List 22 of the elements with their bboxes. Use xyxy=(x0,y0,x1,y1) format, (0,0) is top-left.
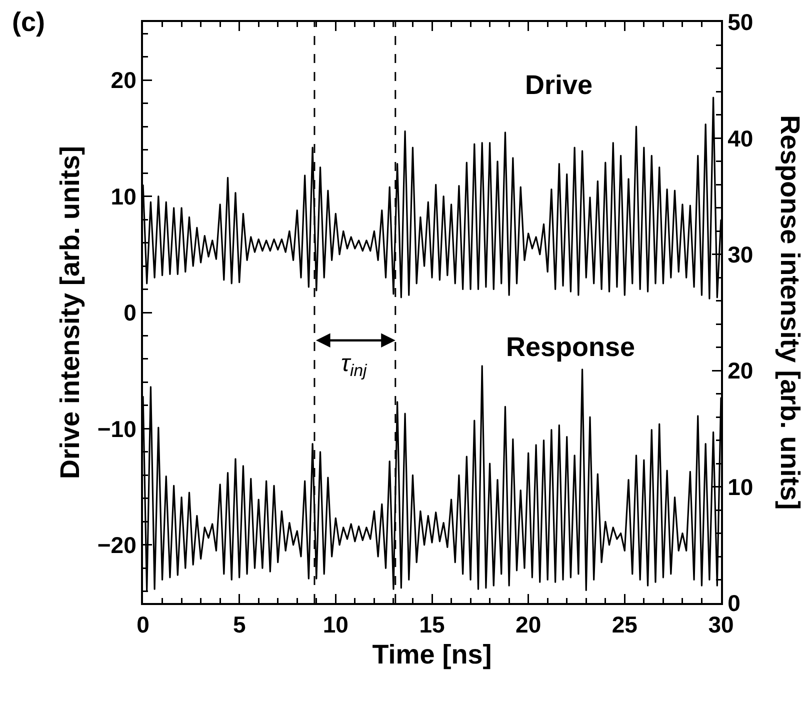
y2-tick-label: 40 xyxy=(728,125,754,152)
y2-tick-label: 10 xyxy=(728,474,754,500)
x-tick-label: 15 xyxy=(419,612,445,638)
y2-tick-label: 30 xyxy=(728,241,754,268)
y2-tick-label: 50 xyxy=(728,9,754,36)
y-tick-label: 20 xyxy=(110,67,136,94)
x-axis-title: Time [ns] xyxy=(372,640,492,670)
x-tick-label: 20 xyxy=(516,612,542,638)
y2-axis-title: Response intensity [arb. units] xyxy=(774,115,805,510)
y-tick-label: −10 xyxy=(97,416,136,442)
x-tick-label: 25 xyxy=(612,612,638,638)
x-tick-label: 10 xyxy=(322,612,348,638)
series-label: Response xyxy=(506,332,636,362)
y-tick-label: 0 xyxy=(124,300,136,326)
y-axis-title: Drive intensity [arb. units] xyxy=(54,146,85,480)
text: (c) xyxy=(12,7,45,37)
x-tick-label: 5 xyxy=(232,612,246,638)
series-label: Drive xyxy=(525,70,593,100)
y2-tick-label: 20 xyxy=(728,358,754,384)
y-tick-label: 10 xyxy=(110,183,136,210)
y-tick-label: −20 xyxy=(97,532,136,558)
annotation: τ$_{inj}$ xyxy=(341,350,368,380)
